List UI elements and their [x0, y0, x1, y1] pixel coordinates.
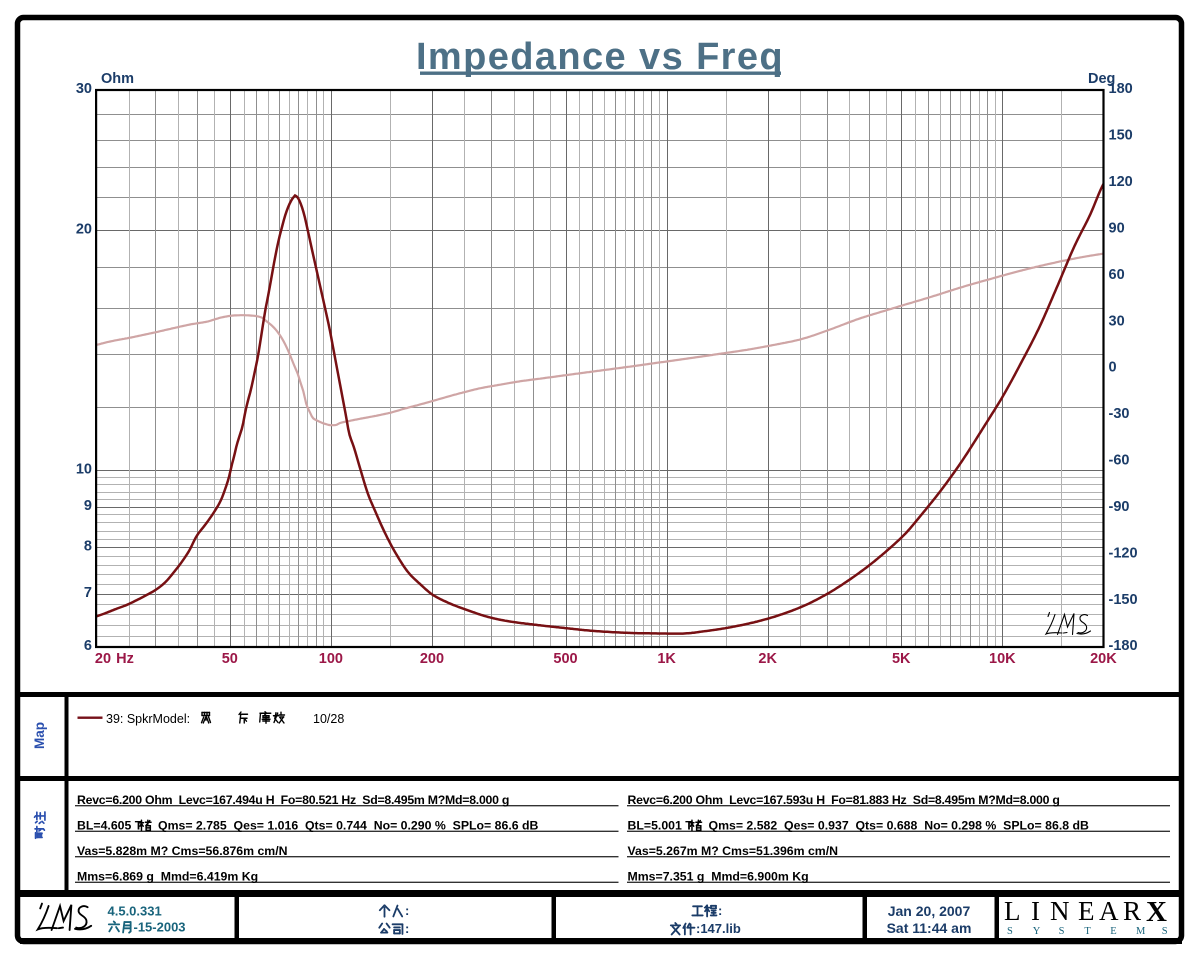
svg-text:30: 30 — [76, 81, 92, 97]
svg-text:Hz: Hz — [116, 651, 134, 667]
svg-text::: : — [405, 921, 409, 936]
svg-text:I: I — [1031, 896, 1040, 926]
svg-text::: : — [718, 903, 722, 918]
svg-text:BL=5.001 T: BL=5.001 T — [628, 819, 694, 833]
svg-text:E: E — [1110, 926, 1116, 937]
svg-text:1K: 1K — [657, 651, 676, 667]
svg-text:5K: 5K — [892, 651, 911, 667]
svg-text:50: 50 — [222, 651, 238, 667]
svg-text:8: 8 — [84, 539, 92, 555]
svg-text:60: 60 — [1109, 267, 1125, 283]
svg-text:10: 10 — [76, 461, 92, 477]
svg-text:Jan 20, 2007: Jan 20, 2007 — [888, 903, 971, 919]
svg-text:Impedance vs Freq: Impedance vs Freq — [416, 36, 784, 78]
svg-text:180: 180 — [1109, 81, 1133, 97]
svg-text:10K: 10K — [989, 651, 1016, 667]
svg-text:Revc=6.200 Ohm Levc=167.593u: Revc=6.200 Ohm Levc=167.593u H Fo=81.883… — [628, 793, 1060, 807]
svg-text:20: 20 — [95, 651, 111, 667]
svg-text:150: 150 — [1109, 128, 1133, 144]
svg-text:100: 100 — [319, 651, 343, 667]
svg-text:2K: 2K — [758, 651, 777, 667]
svg-text:Ohm: Ohm — [101, 71, 134, 87]
svg-text:9: 9 — [84, 498, 92, 514]
svg-text:-30: -30 — [1109, 406, 1130, 422]
svg-text:Map: Map — [32, 722, 47, 749]
svg-text:E: E — [1078, 896, 1095, 926]
svg-text:-180: -180 — [1109, 638, 1138, 654]
svg-text:BL=4.605 T: BL=4.605 T — [77, 819, 143, 833]
svg-text:S: S — [1162, 926, 1168, 937]
svg-text:Vas=5.267m M? Cms=51.396m cm/N: Vas=5.267m M? Cms=51.396m cm/N — [628, 844, 839, 858]
svg-text:T: T — [1084, 926, 1091, 937]
svg-text:-60: -60 — [1109, 453, 1130, 469]
svg-text:S: S — [1007, 926, 1013, 937]
svg-text:Qms= 2.582 Qes= 0.937 Qts= 0: Qms= 2.582 Qes= 0.937 Qts= 0.688 No= 0.2… — [709, 819, 1090, 833]
svg-text:Vas=5.828m M? Cms=56.876m cm/N: Vas=5.828m M? Cms=56.876m cm/N — [77, 844, 288, 858]
svg-text:30: 30 — [1109, 313, 1125, 329]
svg-text:N: N — [1050, 896, 1070, 926]
svg-text:7: 7 — [84, 585, 92, 601]
svg-text:Sat 11:44 am: Sat 11:44 am — [887, 920, 972, 936]
svg-text:6: 6 — [84, 638, 92, 654]
svg-text:Y: Y — [1033, 926, 1041, 937]
svg-text:39: SpkrModel:: 39: SpkrModel: — [106, 712, 190, 726]
svg-text:-15-2003: -15-2003 — [134, 920, 186, 935]
svg-text:Mms=7.351 g Mmd=6.900m Kg: Mms=7.351 g Mmd=6.900m Kg — [628, 870, 809, 884]
svg-text:20K: 20K — [1090, 651, 1117, 667]
svg-text:M: M — [1136, 926, 1146, 937]
svg-text:Qms= 2.785 Qes= 1.016 Qts= 0: Qms= 2.785 Qes= 1.016 Qts= 0.744 No= 0.2… — [158, 819, 539, 833]
svg-text:-150: -150 — [1109, 592, 1138, 608]
svg-text:S: S — [1059, 926, 1065, 937]
svg-text:500: 500 — [553, 651, 577, 667]
svg-text:10/28: 10/28 — [313, 712, 344, 726]
svg-text:200: 200 — [420, 651, 444, 667]
svg-text:A: A — [1099, 896, 1119, 926]
svg-text:L: L — [1004, 896, 1021, 926]
svg-text:90: 90 — [1109, 220, 1125, 236]
svg-text:4.5.0.331: 4.5.0.331 — [108, 904, 162, 919]
svg-text:Mms=6.869 g Mmd=6.419m Kg: Mms=6.869 g Mmd=6.419m Kg — [77, 870, 258, 884]
svg-text:-90: -90 — [1109, 499, 1130, 515]
svg-text:0: 0 — [1109, 360, 1117, 376]
svg-text:-120: -120 — [1109, 545, 1138, 561]
svg-text:R: R — [1123, 896, 1141, 926]
svg-text::147.lib: :147.lib — [696, 921, 741, 936]
svg-text:120: 120 — [1109, 174, 1133, 190]
svg-text:20: 20 — [76, 222, 92, 238]
svg-text:X: X — [1146, 896, 1167, 928]
svg-text::: : — [405, 903, 409, 918]
svg-text:Deg: Deg — [1088, 71, 1115, 87]
svg-text:Revc=6.200 Ohm Levc=167.494u: Revc=6.200 Ohm Levc=167.494u H Fo=80.521… — [77, 793, 509, 807]
